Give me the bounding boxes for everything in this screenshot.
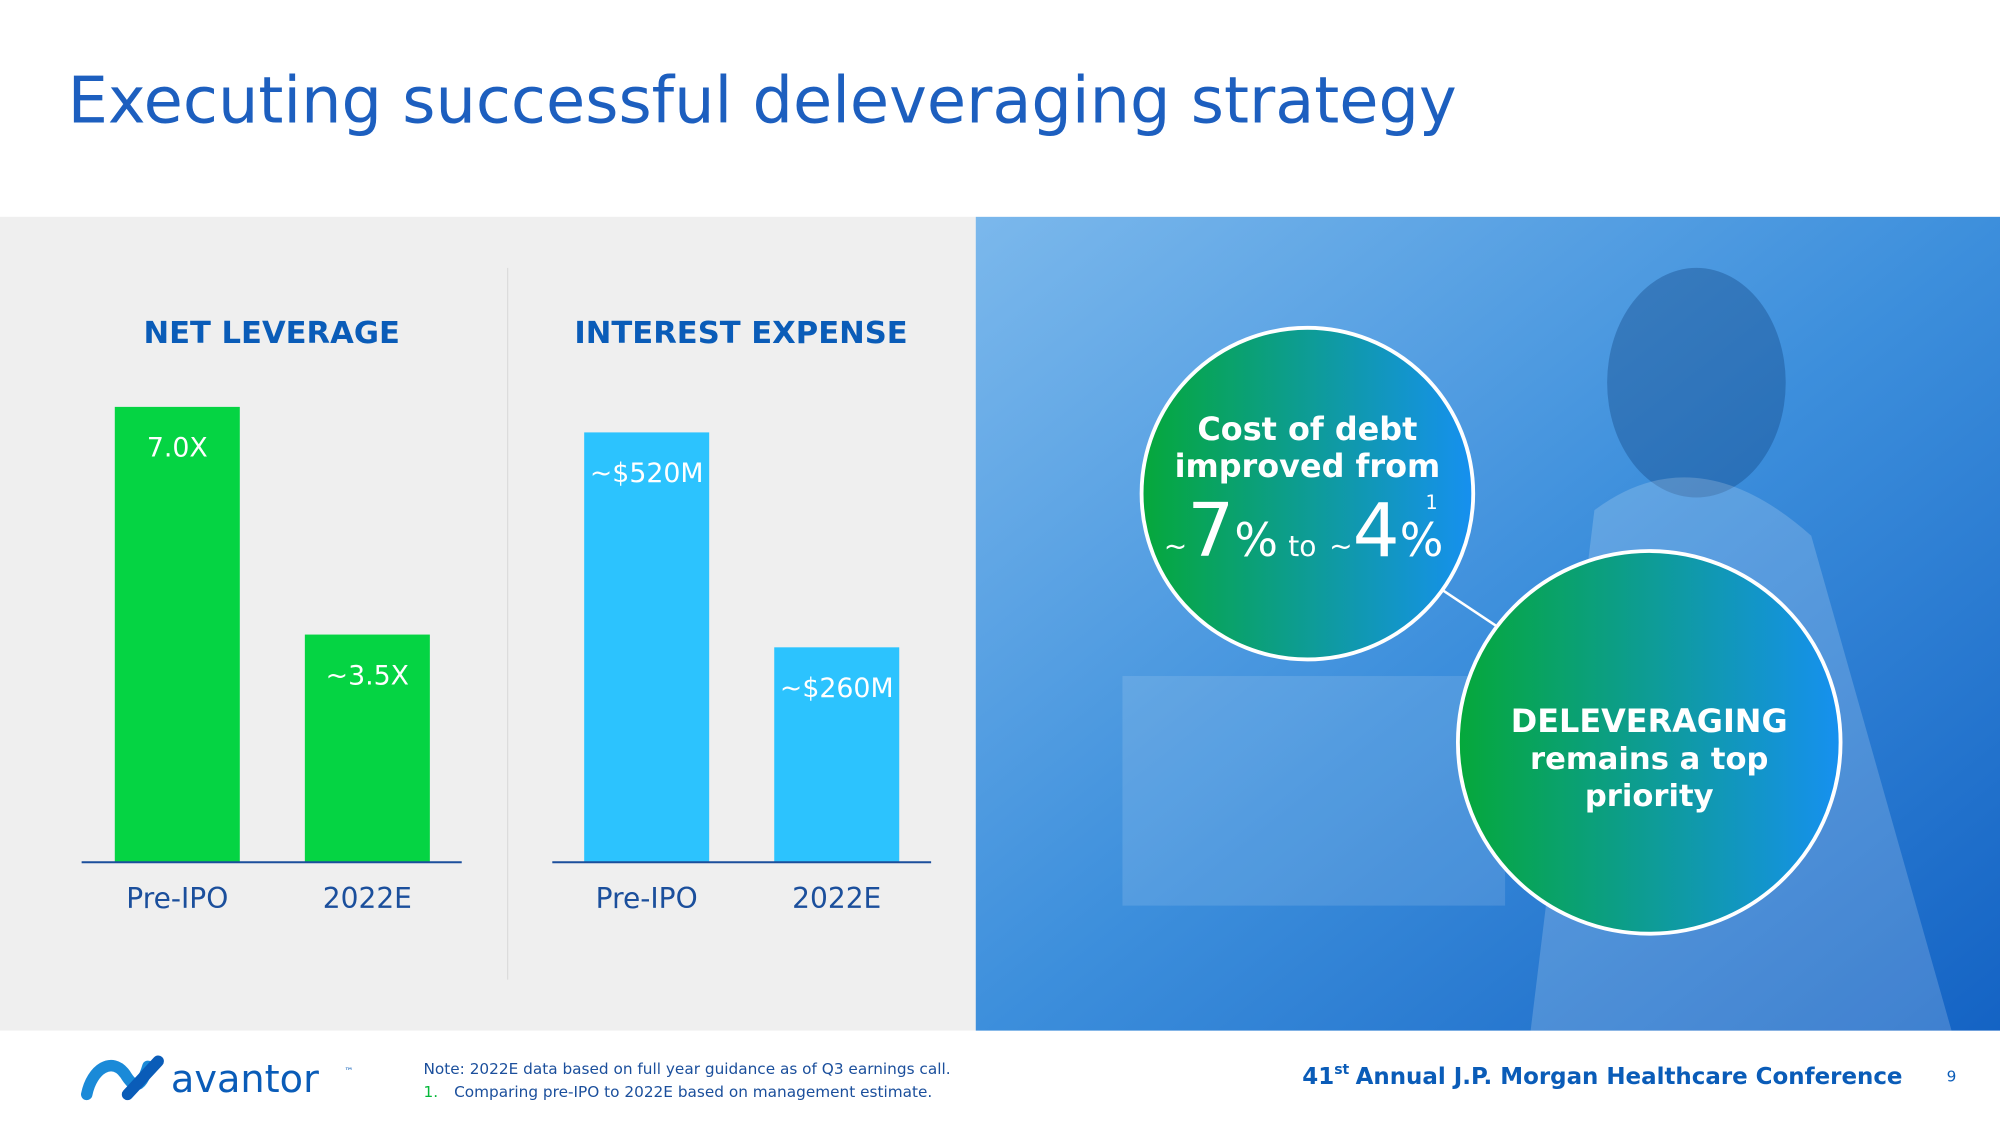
bar [114, 406, 240, 863]
priority-circle [1455, 549, 1843, 936]
value-label: ~3.5X [326, 660, 409, 691]
chart-title: INTEREST EXPENSE [574, 316, 907, 351]
conference: 41st Annual J.P. Morgan Healthcare Confer… [1302, 1062, 1902, 1090]
footnote-ref: 1 [1425, 491, 1437, 514]
trademark: ™ [344, 1067, 353, 1077]
note: Note: 2022E data based on full year guid… [423, 1060, 950, 1078]
rate-part: 7 [1187, 488, 1234, 574]
logo-text: avantor [171, 1057, 319, 1102]
circle-text: improved from [1175, 447, 1441, 485]
page-number: 9 [1947, 1068, 1957, 1086]
logo-mark [121, 1055, 164, 1101]
cost-circle [1139, 325, 1476, 662]
rate-part: % [1234, 513, 1278, 567]
bar [774, 647, 900, 863]
category-label: Pre-IPO [126, 882, 228, 915]
footnote-number: 1. [423, 1083, 438, 1101]
rate-part: 4 [1353, 488, 1400, 574]
rate-part: ~ [1329, 530, 1353, 563]
bar [584, 432, 710, 863]
circle-text: priority [1585, 779, 1714, 814]
rate-text: ~7% to ~4%1 [1164, 488, 1444, 574]
conference-number: 41 [1302, 1064, 1334, 1090]
circle-text: remains a top [1530, 742, 1768, 777]
category-label: Pre-IPO [596, 882, 698, 915]
value-label: 7.0X [147, 433, 208, 464]
value-label: ~$260M [780, 673, 894, 704]
chart-title: NET LEVERAGE [143, 316, 399, 351]
photo-bench [1122, 676, 1506, 906]
category-label: 2022E [792, 882, 881, 915]
photo-panel [975, 216, 2000, 1031]
rate-part: ~ [1164, 530, 1188, 563]
rate-part: to [1288, 530, 1316, 563]
conference-name: Annual J.P. Morgan Healthcare Conference [1356, 1064, 1903, 1090]
bar [304, 634, 430, 863]
conference-suffix: st [1334, 1062, 1349, 1078]
connector [1440, 588, 1500, 629]
photo-figure [1607, 267, 1786, 498]
slide-title: Executing successful deleveraging strate… [68, 64, 1457, 138]
category-label: 2022E [323, 882, 412, 915]
logo: avantor ™ [80, 1055, 353, 1102]
circle-text: DELEVERAGING [1511, 702, 1788, 740]
value-label: ~$520M [590, 458, 704, 489]
circle-text: Cost of debt [1197, 410, 1417, 448]
footnote: Comparing pre-IPO to 2022E based on mana… [454, 1083, 932, 1101]
rate-part: % [1400, 513, 1444, 567]
